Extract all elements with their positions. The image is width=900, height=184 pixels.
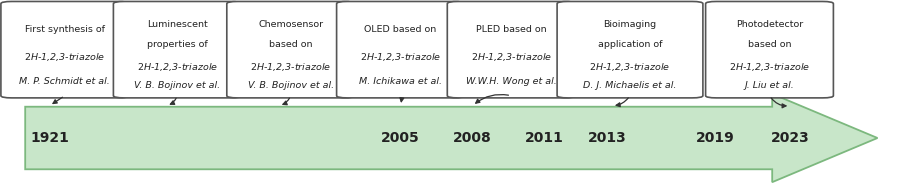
Text: $\mathit{2H}$-1,2,3-triazole: $\mathit{2H}$-1,2,3-triazole <box>590 61 670 73</box>
FancyArrowPatch shape <box>53 97 62 103</box>
Text: 2011: 2011 <box>525 131 564 145</box>
Text: M. P. Schmidt et al.: M. P. Schmidt et al. <box>20 77 110 86</box>
FancyBboxPatch shape <box>706 1 833 98</box>
FancyArrowPatch shape <box>400 98 404 102</box>
Text: Photodetector: Photodetector <box>736 20 803 29</box>
Text: based on: based on <box>748 40 791 49</box>
FancyBboxPatch shape <box>557 1 703 98</box>
Text: V. B. Bojinov et al.: V. B. Bojinov et al. <box>248 81 334 90</box>
Text: 2023: 2023 <box>770 131 810 145</box>
Text: Bioimaging: Bioimaging <box>603 20 657 29</box>
Text: $\mathit{2H}$-1,2,3-triazole: $\mathit{2H}$-1,2,3-triazole <box>360 51 441 63</box>
FancyBboxPatch shape <box>337 1 464 98</box>
Text: application of: application of <box>598 40 662 49</box>
FancyBboxPatch shape <box>227 1 355 98</box>
FancyArrowPatch shape <box>476 95 508 103</box>
Text: J. Liu et al.: J. Liu et al. <box>744 81 795 90</box>
FancyBboxPatch shape <box>447 1 575 98</box>
Text: $\mathit{2H}$-1,2,3-triazole: $\mathit{2H}$-1,2,3-triazole <box>729 61 810 73</box>
Text: $\mathit{2H}$-1,2,3-triazole: $\mathit{2H}$-1,2,3-triazole <box>471 51 552 63</box>
Text: First synthesis of: First synthesis of <box>25 25 104 34</box>
Text: $\mathit{2H}$-1,2,3-triazole: $\mathit{2H}$-1,2,3-triazole <box>250 61 331 73</box>
Text: $\mathit{2H}$-1,2,3-triazole: $\mathit{2H}$-1,2,3-triazole <box>24 51 105 63</box>
Text: D. J. Michaelis et al.: D. J. Michaelis et al. <box>583 81 677 90</box>
Text: based on: based on <box>269 40 312 49</box>
Text: properties of: properties of <box>147 40 208 49</box>
Text: $\mathit{2H}$-1,2,3-triazole: $\mathit{2H}$-1,2,3-triazole <box>137 61 218 73</box>
Text: OLED based on: OLED based on <box>364 25 436 34</box>
Text: 2019: 2019 <box>696 131 735 145</box>
Text: PLED based on: PLED based on <box>476 25 546 34</box>
Text: Chemosensor: Chemosensor <box>258 20 323 29</box>
FancyArrowPatch shape <box>616 98 628 107</box>
FancyArrowPatch shape <box>283 98 290 105</box>
Text: 2013: 2013 <box>588 131 627 145</box>
Text: W.W.H. Wong et al.: W.W.H. Wong et al. <box>466 77 556 86</box>
FancyBboxPatch shape <box>1 1 129 98</box>
Text: 1921: 1921 <box>30 131 69 145</box>
Text: 2008: 2008 <box>453 131 492 145</box>
Text: Luminescent: Luminescent <box>147 20 208 29</box>
FancyArrowPatch shape <box>170 98 176 104</box>
FancyArrowPatch shape <box>771 98 786 108</box>
Polygon shape <box>25 94 878 182</box>
FancyBboxPatch shape <box>113 1 241 98</box>
Text: V. B. Bojinov et al.: V. B. Bojinov et al. <box>134 81 220 90</box>
Text: M. Ichikawa et al.: M. Ichikawa et al. <box>359 77 442 86</box>
Text: 2005: 2005 <box>381 131 420 145</box>
